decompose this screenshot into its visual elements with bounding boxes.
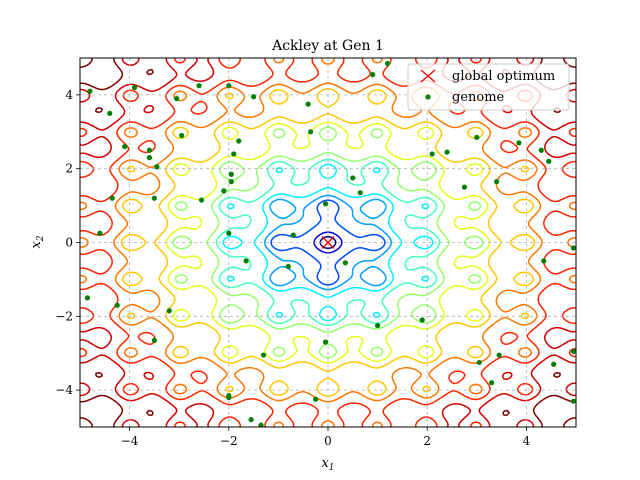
contour-level-7 [165, 121, 491, 364]
genome-point [196, 83, 202, 89]
x-axis-ticks: −4 −2 0 2 4 [121, 427, 531, 448]
genome-point [236, 138, 242, 144]
genome-point [198, 197, 205, 203]
contour-level-9 [80, 58, 576, 427]
genome-point [84, 295, 91, 301]
y-tick-label: −4 [55, 383, 73, 397]
genome-point [97, 230, 103, 236]
genome-point [551, 361, 557, 367]
contour-level-8 [120, 88, 536, 397]
genome-point [516, 140, 522, 146]
contour-level-1 [313, 231, 343, 254]
genome-point [489, 380, 495, 386]
contour-level-6 [172, 126, 484, 359]
genome-point [107, 110, 113, 116]
x-tick-label: 2 [423, 434, 431, 448]
x-tick-label: −2 [220, 434, 238, 448]
genome-point [151, 337, 157, 343]
contour-level-2 [270, 199, 386, 286]
genome-point [251, 94, 257, 100]
genome-point [322, 339, 329, 345]
genome-point [285, 263, 291, 270]
x-tick-label: 4 [523, 434, 531, 448]
legend-optimum-marker [420, 69, 436, 83]
genome-point [570, 348, 576, 354]
x-tick-label: 0 [324, 434, 332, 448]
genome-point [154, 164, 160, 170]
y-tick-label: 2 [65, 162, 73, 176]
genome-point [444, 149, 450, 155]
genome-point [131, 84, 138, 91]
y-tick-label: −2 [55, 309, 73, 323]
genome-point [496, 352, 502, 358]
genome-point [541, 258, 547, 264]
genome-point [342, 260, 348, 266]
legend-genome-marker [425, 94, 431, 100]
global-optimum-cross [321, 236, 335, 249]
genome-point [375, 322, 381, 329]
legend-genome-label: genome [452, 90, 505, 105]
genome-point [122, 143, 128, 150]
global-optimum-marker [321, 236, 335, 249]
genome-point [290, 232, 296, 238]
genome-point [429, 151, 435, 157]
genome-point [350, 175, 356, 181]
genome-point [494, 179, 500, 185]
chart-title: Ackley at Gen 1 [271, 38, 384, 54]
genome-point [546, 158, 552, 164]
genome-point [243, 258, 249, 264]
genome-point [146, 155, 153, 161]
genome-point [248, 417, 254, 423]
genome-point [313, 396, 319, 402]
genome-point [419, 317, 425, 323]
genome-point [166, 308, 172, 314]
genome-point [228, 179, 234, 185]
genome-point [87, 88, 93, 94]
genome-point [226, 230, 232, 236]
genome-point [308, 129, 314, 135]
contour-level-4 [222, 163, 434, 322]
genome-point [476, 359, 482, 366]
genome-point [221, 188, 227, 194]
genome-point [226, 394, 232, 401]
genome-point [570, 245, 576, 251]
contour-level-5 [215, 158, 441, 327]
y-tick-label: 0 [65, 236, 73, 250]
genome-point [370, 72, 376, 78]
genome-point [461, 184, 467, 190]
genome-point [109, 195, 115, 201]
genome-point [179, 132, 185, 139]
x-tick-label: −4 [121, 434, 139, 448]
contour-level-3 [263, 194, 393, 291]
genome-point [151, 195, 157, 201]
genome-point [226, 83, 232, 89]
ackley-contours [80, 58, 576, 427]
legend-box [407, 63, 570, 111]
genome-point [305, 101, 311, 107]
y-axis-ticks: −4 −2 0 2 4 [55, 88, 80, 397]
y-tick-label: 4 [65, 88, 73, 102]
genome-point [258, 422, 264, 427]
legend: global optimum genome [407, 63, 570, 111]
legend-optimum-label: global optimum [452, 69, 555, 84]
genome-point [384, 60, 391, 67]
genome-point [322, 201, 329, 207]
genome-point [114, 302, 120, 308]
y-axis-label: x2 [29, 235, 46, 248]
genome-point [174, 95, 180, 102]
genome-point [474, 134, 480, 140]
genome-point [260, 352, 267, 358]
genome-points [84, 60, 576, 427]
genome-point [146, 147, 153, 153]
x-axis-label: x1 [321, 456, 334, 473]
genome-point [231, 151, 237, 157]
genome-point [357, 190, 363, 196]
genome-point [538, 147, 544, 153]
genome-point [570, 398, 576, 404]
genome-point [228, 171, 234, 177]
